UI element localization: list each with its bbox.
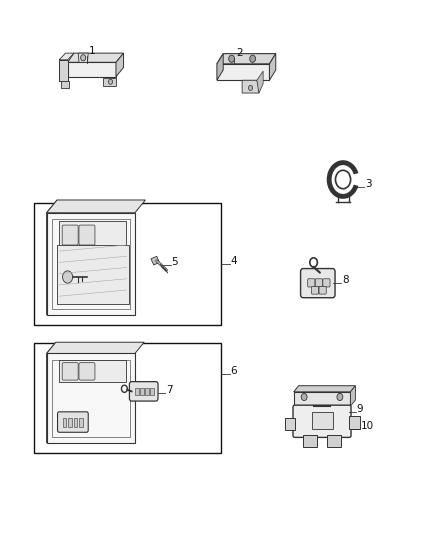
Circle shape: [63, 271, 73, 283]
FancyBboxPatch shape: [62, 225, 78, 245]
Polygon shape: [46, 342, 56, 443]
Polygon shape: [78, 53, 88, 62]
Polygon shape: [46, 213, 135, 315]
Text: 6: 6: [230, 366, 237, 376]
Text: 4: 4: [230, 256, 237, 266]
Polygon shape: [67, 62, 116, 77]
Polygon shape: [59, 360, 127, 382]
FancyBboxPatch shape: [300, 269, 335, 298]
Polygon shape: [103, 78, 116, 86]
FancyBboxPatch shape: [62, 362, 78, 380]
Polygon shape: [217, 54, 276, 64]
Polygon shape: [327, 435, 341, 447]
Polygon shape: [46, 353, 135, 443]
Circle shape: [109, 79, 113, 84]
Bar: [145, 388, 149, 395]
Polygon shape: [61, 81, 69, 88]
Text: 9: 9: [357, 405, 363, 414]
Circle shape: [81, 55, 86, 61]
Bar: [34, 203, 221, 325]
Circle shape: [301, 393, 307, 401]
Polygon shape: [286, 418, 295, 430]
Polygon shape: [293, 392, 350, 406]
Polygon shape: [46, 200, 57, 315]
Text: 7: 7: [166, 385, 173, 395]
Text: 2: 2: [236, 47, 243, 58]
Bar: [79, 418, 83, 426]
Polygon shape: [67, 53, 124, 62]
Polygon shape: [46, 200, 145, 213]
Circle shape: [229, 55, 235, 62]
Polygon shape: [59, 221, 127, 247]
Bar: [135, 388, 139, 395]
Text: 8: 8: [342, 275, 348, 285]
Polygon shape: [59, 60, 67, 81]
Polygon shape: [293, 386, 356, 392]
Circle shape: [337, 393, 343, 401]
FancyBboxPatch shape: [293, 405, 351, 438]
Polygon shape: [257, 71, 263, 93]
Polygon shape: [350, 416, 360, 429]
Bar: [140, 388, 144, 395]
FancyBboxPatch shape: [57, 412, 88, 432]
FancyBboxPatch shape: [79, 362, 95, 380]
Text: 1: 1: [88, 46, 95, 56]
Bar: [34, 343, 221, 453]
Circle shape: [250, 55, 256, 62]
Text: 5: 5: [172, 257, 178, 268]
Polygon shape: [217, 64, 269, 80]
FancyBboxPatch shape: [315, 279, 322, 287]
Polygon shape: [269, 54, 276, 80]
Bar: [74, 418, 77, 426]
Polygon shape: [303, 435, 317, 447]
Text: 3: 3: [365, 179, 371, 189]
FancyBboxPatch shape: [323, 279, 330, 287]
Bar: [68, 418, 72, 426]
Circle shape: [248, 85, 253, 91]
Polygon shape: [217, 54, 223, 80]
Polygon shape: [116, 53, 124, 77]
FancyBboxPatch shape: [319, 286, 326, 294]
Polygon shape: [151, 256, 159, 265]
Polygon shape: [46, 342, 144, 353]
FancyBboxPatch shape: [308, 279, 315, 287]
FancyBboxPatch shape: [311, 286, 319, 294]
Bar: [63, 418, 67, 426]
Text: 10: 10: [361, 421, 374, 431]
FancyBboxPatch shape: [130, 382, 158, 401]
Bar: [150, 388, 154, 395]
Polygon shape: [350, 386, 356, 406]
FancyBboxPatch shape: [79, 225, 95, 245]
Polygon shape: [242, 80, 259, 93]
Bar: [311, 412, 332, 429]
Polygon shape: [57, 245, 129, 304]
Polygon shape: [59, 53, 74, 60]
